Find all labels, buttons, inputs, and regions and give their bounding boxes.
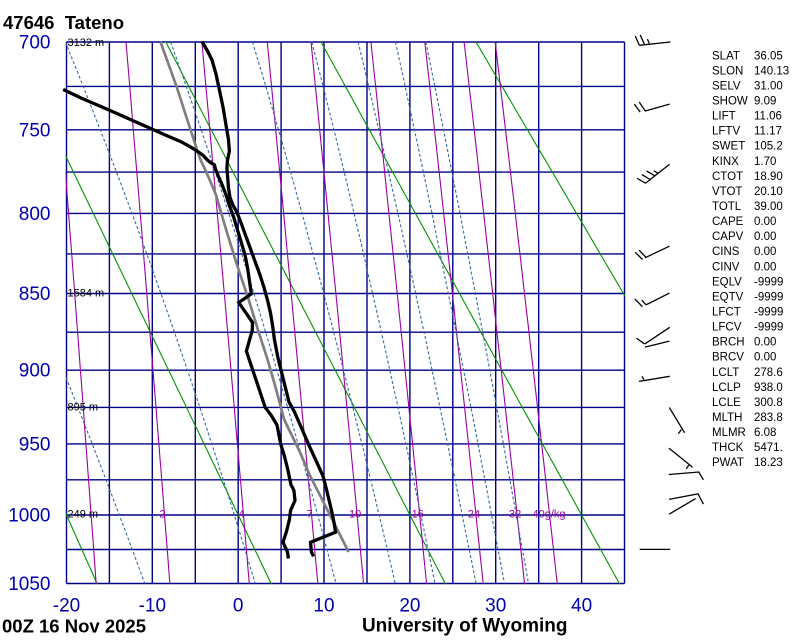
svg-text:BRCV: BRCV (712, 352, 744, 364)
svg-text:SLON: SLON (712, 65, 743, 77)
svg-text:CINS: CINS (712, 246, 740, 258)
svg-text:1050: 1050 (8, 574, 50, 595)
svg-text:20.10: 20.10 (754, 186, 783, 198)
svg-text:CAPE: CAPE (712, 216, 744, 228)
svg-text:6.08: 6.08 (754, 427, 776, 439)
svg-text:1584 m: 1584 m (68, 288, 105, 300)
svg-text:MLTH: MLTH (712, 412, 742, 424)
svg-text:900: 900 (19, 361, 51, 382)
svg-text:LFCT: LFCT (712, 307, 741, 319)
svg-text:300.8: 300.8 (754, 397, 783, 409)
svg-text:0.00: 0.00 (754, 216, 776, 228)
svg-text:SHOW: SHOW (712, 96, 748, 108)
svg-text:LCLE: LCLE (712, 397, 741, 409)
svg-text:283.8: 283.8 (754, 412, 783, 424)
svg-text:CAPV: CAPV (712, 231, 744, 243)
svg-text:32: 32 (509, 509, 521, 521)
svg-text:LCLT: LCLT (712, 367, 739, 379)
svg-text:249 m: 249 m (68, 509, 99, 521)
svg-text:140.13: 140.13 (754, 65, 789, 77)
svg-text:00Z 16 Nov 2025: 00Z 16 Nov 2025 (2, 616, 146, 637)
svg-text:11.06: 11.06 (754, 111, 782, 123)
svg-text:LCLP: LCLP (712, 382, 741, 394)
svg-text:11.17: 11.17 (754, 126, 782, 138)
svg-text:CTOT: CTOT (712, 171, 743, 183)
svg-text:3132 m: 3132 m (68, 37, 105, 49)
svg-text:1.70: 1.70 (754, 156, 776, 168)
svg-text:-9999: -9999 (754, 322, 783, 334)
svg-text:36.05: 36.05 (754, 50, 783, 62)
svg-text:0: 0 (233, 596, 244, 617)
svg-text:750: 750 (19, 120, 51, 141)
svg-text:24: 24 (468, 509, 480, 521)
svg-text:SLAT: SLAT (712, 50, 740, 62)
svg-text:0.00: 0.00 (754, 231, 776, 243)
svg-text:2: 2 (159, 509, 165, 521)
svg-text:LFCV: LFCV (712, 322, 742, 334)
svg-text:10: 10 (349, 509, 361, 521)
svg-text:47646 Tateno: 47646 Tateno (3, 12, 124, 33)
svg-text:TOTL: TOTL (712, 201, 742, 213)
svg-text:0.00: 0.00 (754, 246, 776, 258)
svg-text:THCK: THCK (712, 442, 744, 454)
svg-text:1000: 1000 (8, 506, 50, 527)
svg-text:895 m: 895 m (68, 402, 99, 414)
svg-text:30: 30 (485, 596, 506, 617)
svg-text:-9999: -9999 (754, 307, 783, 319)
svg-text:EQTV: EQTV (712, 291, 744, 303)
svg-text:-9999: -9999 (754, 291, 783, 303)
svg-text:40g/kg: 40g/kg (532, 509, 565, 521)
svg-text:7: 7 (307, 509, 313, 521)
svg-text:9.09: 9.09 (754, 96, 776, 108)
svg-text:18.90: 18.90 (754, 171, 783, 183)
svg-text:BRCH: BRCH (712, 337, 745, 349)
svg-text:10: 10 (313, 596, 334, 617)
svg-text:MLMR: MLMR (712, 427, 746, 439)
svg-text:20: 20 (399, 596, 420, 617)
svg-text:5471.: 5471. (754, 442, 783, 454)
svg-text:31.00: 31.00 (754, 80, 783, 92)
svg-text:KINX: KINX (712, 156, 739, 168)
svg-text:EQLV: EQLV (712, 276, 742, 288)
svg-text:-9999: -9999 (754, 276, 783, 288)
svg-text:SELV: SELV (712, 80, 741, 92)
svg-text:18.23: 18.23 (754, 457, 783, 469)
svg-text:850: 850 (19, 284, 51, 305)
svg-text:0.00: 0.00 (754, 337, 776, 349)
svg-text:SWET: SWET (712, 141, 745, 153)
svg-text:-20: -20 (53, 596, 80, 617)
svg-text:105.2: 105.2 (754, 141, 783, 153)
svg-text:40: 40 (571, 596, 592, 617)
svg-text:938.0: 938.0 (754, 382, 783, 394)
svg-text:0.00: 0.00 (754, 261, 776, 273)
svg-text:University of Wyoming: University of Wyoming (362, 616, 568, 637)
svg-text:-10: -10 (139, 596, 166, 617)
svg-text:CINV: CINV (712, 261, 740, 273)
svg-text:950: 950 (19, 434, 51, 455)
svg-text:LFTV: LFTV (712, 126, 740, 138)
svg-text:39.00: 39.00 (754, 201, 783, 213)
svg-text:VTOT: VTOT (712, 186, 742, 198)
svg-text:LIFT: LIFT (712, 111, 736, 123)
svg-text:700: 700 (19, 33, 51, 54)
svg-text:4: 4 (238, 509, 244, 521)
svg-text:278.6: 278.6 (754, 367, 783, 379)
svg-text:PWAT: PWAT (712, 457, 744, 469)
svg-text:16: 16 (412, 509, 424, 521)
svg-text:800: 800 (19, 204, 51, 225)
svg-text:0.00: 0.00 (754, 352, 776, 364)
